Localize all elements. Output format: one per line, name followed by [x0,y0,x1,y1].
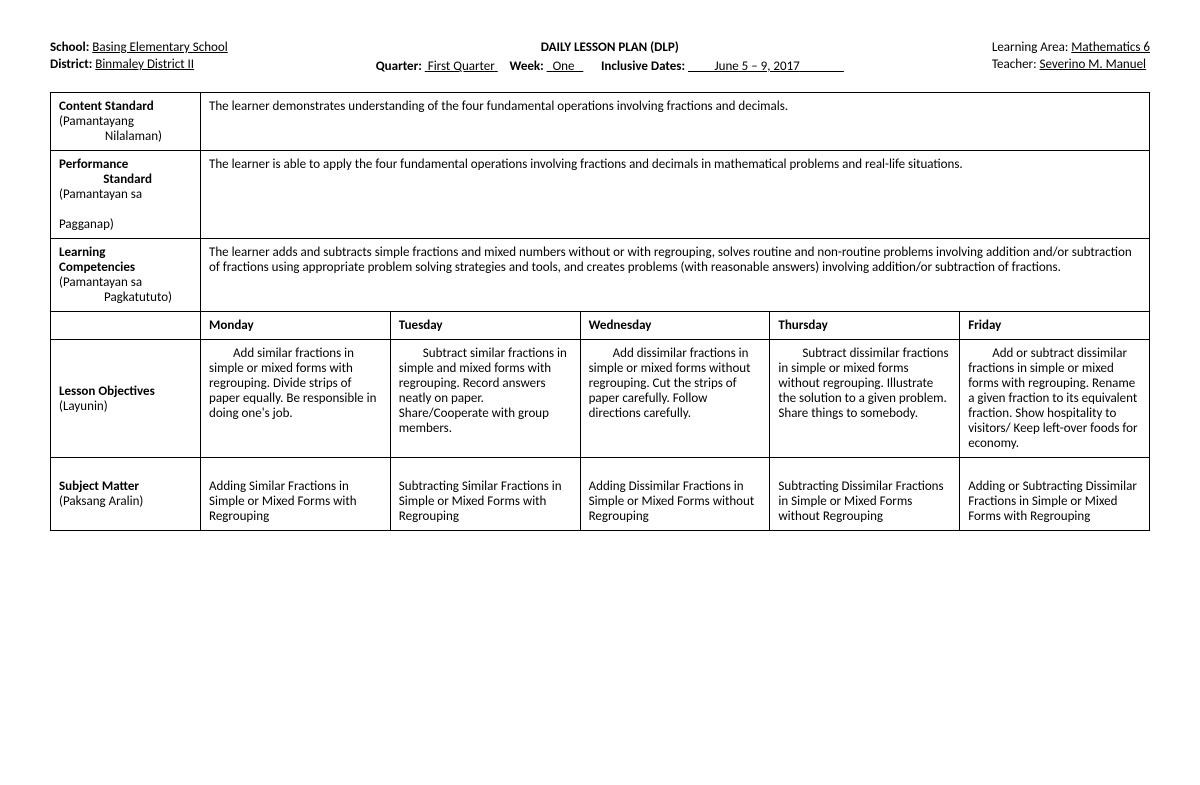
ps-label-sub2: Pagganap) [59,217,192,232]
subject-matter-mon: Adding Similar Fractions in Simple or Mi… [201,458,391,531]
dates-value: June 5 – 9, 2017 [688,59,844,74]
sm-thu-text: Subtracting Dissimilar Fractions in Simp… [778,479,943,524]
row-learning-competencies: Learning Competencies (Pamantayan sa Pag… [51,239,1150,312]
cs-label-sub1: (Pamantayang [59,114,192,129]
document-title: DAILY LESSON PLAN (DLP) [228,40,992,55]
ps-label-sub1: (Pamantayan sa [59,187,192,202]
area-label: Learning Area: [992,40,1068,55]
objectives-wed: Add dissimilar fractions in simple or mi… [580,340,770,458]
document-header: School: Basing Elementary School Distric… [50,40,1150,74]
lc-label-main: Learning [59,245,105,260]
obj-label-sub1: (Layunin) [59,399,192,414]
dates-label: Inclusive Dates: [601,59,685,74]
learning-competencies-label: Learning Competencies (Pamantayan sa Pag… [51,239,201,312]
school-line: School: Basing Elementary School [50,40,228,55]
area-line: Learning Area: Mathematics 6 [992,40,1150,55]
teacher-value: Severino M. Manuel [1040,57,1147,72]
lc-label-sub1: (Pamantayan sa [59,275,192,290]
day-thursday: Thursday [770,312,960,340]
header-middle: DAILY LESSON PLAN (DLP) Quarter: First Q… [228,40,992,74]
subject-matter-wed: Adding Dissimilar Fractions in Simple or… [580,458,770,531]
header-mid-row: Quarter: First Quarter Week: One Inclusi… [228,59,992,74]
subject-matter-tue: Subtracting Similar Fractions in Simple … [390,458,580,531]
day-monday: Monday [201,312,391,340]
quarter-value: First Quarter [425,59,498,74]
school-value: Basing Elementary School [92,40,227,55]
obj-label-main: Lesson Objectives [59,384,155,399]
objectives-fri: Add or subtract dissimilar fractions in … [960,340,1150,458]
objectives-thu: Subtract dissimilar fractions in simple … [770,340,960,458]
performance-standard-text: The learner is able to apply the four fu… [201,151,1150,239]
sm-label-main: Subject Matter [59,479,139,494]
content-standard-label: Content Standard (Pamantayang Nilalaman) [51,93,201,151]
ps-label-main2: Standard [59,172,192,187]
header-left: School: Basing Elementary School Distric… [50,40,228,74]
row-day-headers: Monday Tuesday Wednesday Thursday Friday [51,312,1150,340]
ps-label-main: Performance [59,157,128,172]
lesson-objectives-label: Lesson Objectives (Layunin) [51,340,201,458]
row-subject-matter: Subject Matter (Paksang Aralin) Adding S… [51,458,1150,531]
performance-standard-label: Performance Standard (Pamantayan sa Pagg… [51,151,201,239]
day-header-blank [51,312,201,340]
objectives-mon: Add similar fractions in simple or mixed… [201,340,391,458]
district-value: Binmaley District II [95,57,194,72]
district-line: District: Binmaley District II [50,57,228,72]
lesson-plan-table: Content Standard (Pamantayang Nilalaman)… [50,92,1150,531]
day-tuesday: Tuesday [390,312,580,340]
lc-label-sub2: Pagkatututo) [59,290,192,305]
day-wednesday: Wednesday [580,312,770,340]
cs-label-sub2: Nilalaman) [59,129,192,144]
content-standard-text: The learner demonstrates understanding o… [201,93,1150,151]
subject-matter-thu: Subtracting Dissimilar Fractions in Simp… [770,458,960,531]
district-label: District: [50,57,92,72]
sm-label-sub1: (Paksang Aralin) [59,494,192,509]
sm-mon-text: Adding Similar Fractions in Simple or Mi… [209,479,357,524]
subject-matter-fri: Adding or Subtracting Dissimilar Fractio… [960,458,1150,531]
school-label: School: [50,40,89,55]
teacher-line: Teacher: Severino M. Manuel [992,57,1150,72]
cs-label-main: Content Standard [59,99,154,114]
week-value: One [547,59,584,74]
learning-competencies-text: The learner adds and subtracts simple fr… [201,239,1150,312]
week-label: Week: [510,59,544,74]
quarter-label: Quarter: [376,59,422,74]
teacher-label: Teacher: [992,57,1037,72]
row-lesson-objectives: Lesson Objectives (Layunin) Add similar … [51,340,1150,458]
dates-text: June 5 – 9, 2017 [714,59,799,74]
quarter-text: First Quarter [428,59,495,74]
sm-tue-text: Subtracting Similar Fractions in Simple … [399,479,562,524]
row-content-standard: Content Standard (Pamantayang Nilalaman)… [51,93,1150,151]
week-text: One [553,59,575,74]
sm-wed-text: Adding Dissimilar Fractions in Simple or… [589,479,755,524]
area-value: Mathematics 6 [1071,40,1150,55]
lc-label-main2: Competencies [59,260,135,275]
row-performance-standard: Performance Standard (Pamantayan sa Pagg… [51,151,1150,239]
header-right: Learning Area: Mathematics 6 Teacher: Se… [992,40,1150,74]
objectives-tue: Subtract similar fractions in simple and… [390,340,580,458]
day-friday: Friday [960,312,1150,340]
sm-fri-text: Adding or Subtracting Dissimilar Fractio… [968,479,1137,524]
subject-matter-label: Subject Matter (Paksang Aralin) [51,458,201,531]
